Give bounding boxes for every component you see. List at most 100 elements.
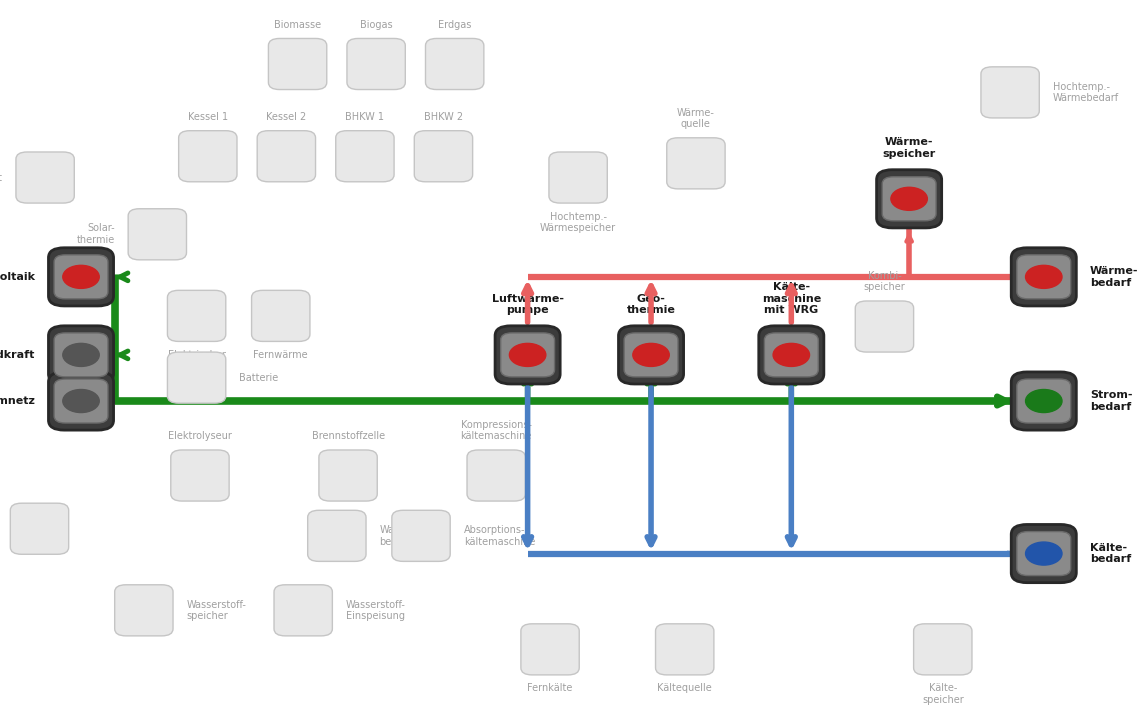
Text: Wärme-
quelle: Wärme- quelle (677, 108, 714, 130)
Text: Batterie: Batterie (239, 373, 278, 382)
Text: Elektrischer
Heizer: Elektrischer Heizer (167, 350, 226, 371)
Text: Wärme-
bedarf: Wärme- bedarf (1090, 266, 1138, 287)
FancyBboxPatch shape (179, 131, 237, 182)
Text: Stromnetz: Stromnetz (0, 396, 35, 406)
Text: Wasserkraft: Wasserkraft (0, 172, 2, 182)
Text: BHKW 1: BHKW 1 (346, 112, 385, 122)
Circle shape (63, 390, 100, 413)
Text: Luftwärme-
pumpe: Luftwärme- pumpe (491, 293, 563, 315)
Circle shape (1026, 390, 1063, 413)
Circle shape (773, 343, 810, 366)
Text: Photovoltaik: Photovoltaik (0, 272, 35, 282)
FancyBboxPatch shape (308, 510, 366, 561)
Circle shape (1026, 542, 1063, 565)
Circle shape (510, 343, 546, 366)
Text: Windkraft: Windkraft (0, 350, 35, 360)
FancyBboxPatch shape (347, 38, 405, 90)
Text: Kompressions-
kältemaschine: Kompressions- kältemaschine (460, 420, 532, 442)
FancyBboxPatch shape (128, 209, 187, 260)
FancyBboxPatch shape (54, 333, 108, 377)
FancyBboxPatch shape (114, 585, 173, 636)
FancyBboxPatch shape (914, 624, 972, 675)
Text: Wasserstoff-
bedarf: Wasserstoff- bedarf (379, 525, 440, 547)
FancyBboxPatch shape (855, 301, 914, 352)
Text: Kessel 1: Kessel 1 (188, 112, 228, 122)
Text: Geo-
thermie: Geo- thermie (626, 293, 676, 315)
Text: Hochtemp.-
Wärmebedarf: Hochtemp.- Wärmebedarf (1052, 82, 1119, 104)
FancyBboxPatch shape (1017, 379, 1071, 423)
FancyBboxPatch shape (258, 131, 316, 182)
FancyBboxPatch shape (48, 372, 113, 430)
Text: Wärme-
speicher: Wärme- speicher (883, 138, 935, 159)
FancyBboxPatch shape (765, 333, 819, 377)
FancyBboxPatch shape (54, 379, 108, 423)
FancyBboxPatch shape (10, 503, 69, 555)
FancyBboxPatch shape (500, 333, 554, 377)
FancyBboxPatch shape (1011, 248, 1076, 306)
FancyBboxPatch shape (48, 248, 113, 306)
Text: Brennstoffzelle: Brennstoffzelle (311, 432, 385, 442)
Text: Elektrolyseur: Elektrolyseur (168, 432, 232, 442)
Text: Kälte-
maschine
mit WRG: Kälte- maschine mit WRG (761, 282, 821, 315)
Text: Erdgas: Erdgas (439, 20, 472, 30)
Circle shape (63, 265, 100, 288)
Text: Kessel 2: Kessel 2 (267, 112, 307, 122)
FancyBboxPatch shape (54, 255, 108, 299)
Text: Kältequelle: Kältequelle (657, 683, 712, 694)
FancyBboxPatch shape (656, 624, 713, 675)
Text: Solar-
thermie: Solar- thermie (77, 224, 114, 245)
Text: ≋: ≋ (902, 191, 916, 206)
Text: Wasserstoff-
Einspeisung: Wasserstoff- Einspeisung (346, 599, 405, 621)
Circle shape (1026, 265, 1063, 288)
FancyBboxPatch shape (521, 624, 579, 675)
Text: Biogas: Biogas (360, 20, 393, 30)
FancyBboxPatch shape (392, 510, 450, 561)
Text: Absorptions-
kältemaschine: Absorptions- kältemaschine (464, 525, 535, 547)
FancyBboxPatch shape (666, 138, 725, 189)
Circle shape (891, 188, 927, 211)
FancyBboxPatch shape (1017, 255, 1071, 299)
FancyBboxPatch shape (171, 450, 229, 501)
FancyBboxPatch shape (16, 152, 74, 203)
Circle shape (633, 343, 670, 366)
Text: Biomasse: Biomasse (274, 20, 321, 30)
FancyBboxPatch shape (274, 585, 332, 636)
FancyBboxPatch shape (548, 152, 607, 203)
Text: ✳: ✳ (522, 348, 534, 362)
Text: Fernkälte: Fernkälte (528, 683, 572, 694)
Text: ~: ~ (76, 348, 87, 362)
Text: Kombi-
speicher: Kombi- speicher (863, 271, 906, 292)
FancyBboxPatch shape (319, 450, 377, 501)
FancyBboxPatch shape (48, 326, 113, 384)
FancyBboxPatch shape (167, 352, 226, 403)
Text: ~: ~ (76, 394, 87, 408)
Text: ⚡: ⚡ (1039, 394, 1049, 408)
FancyBboxPatch shape (624, 333, 678, 377)
Text: Wasserstoff-
speicher: Wasserstoff- speicher (187, 599, 246, 621)
FancyBboxPatch shape (268, 38, 326, 90)
FancyBboxPatch shape (414, 131, 473, 182)
FancyBboxPatch shape (877, 169, 941, 228)
FancyBboxPatch shape (1011, 372, 1076, 430)
Text: BHKW 2: BHKW 2 (424, 112, 463, 122)
Text: Kälte-
bedarf: Kälte- bedarf (1090, 543, 1131, 565)
Text: ❄: ❄ (1037, 546, 1050, 561)
Text: Kälte-
speicher: Kälte- speicher (922, 683, 964, 705)
FancyBboxPatch shape (981, 67, 1040, 118)
Text: Hochtemp.-
Wärmespeicher: Hochtemp.- Wärmespeicher (540, 211, 616, 233)
Text: Strom-
bedarf: Strom- bedarf (1090, 390, 1132, 412)
FancyBboxPatch shape (1011, 524, 1076, 583)
FancyBboxPatch shape (252, 290, 310, 342)
FancyBboxPatch shape (426, 38, 484, 90)
FancyBboxPatch shape (759, 326, 824, 384)
FancyBboxPatch shape (335, 131, 394, 182)
FancyBboxPatch shape (882, 177, 937, 221)
FancyBboxPatch shape (495, 326, 560, 384)
Text: ≋: ≋ (645, 348, 657, 363)
Text: Fernwärme: Fernwärme (253, 350, 308, 360)
FancyBboxPatch shape (618, 326, 684, 384)
FancyBboxPatch shape (467, 450, 526, 501)
Text: ≋: ≋ (1037, 269, 1050, 285)
FancyBboxPatch shape (167, 290, 226, 342)
FancyBboxPatch shape (1017, 531, 1071, 576)
